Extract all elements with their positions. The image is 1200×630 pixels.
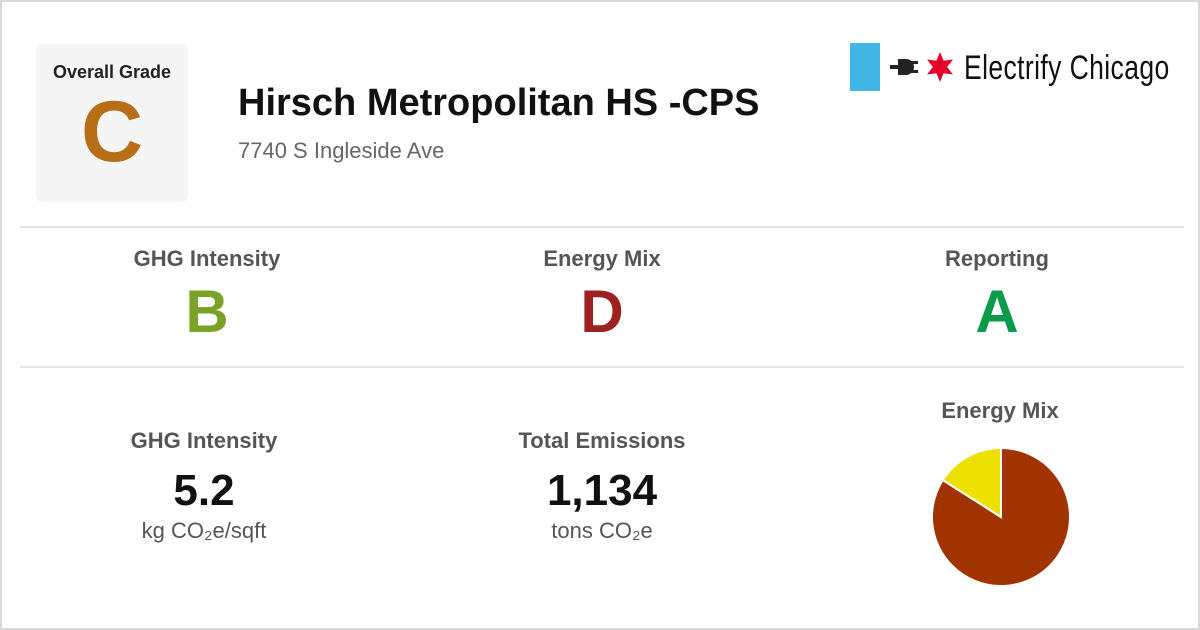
- metric-ghg-intensity: GHG Intensity 5.2 kg CO₂e/sqft: [54, 428, 354, 544]
- overall-grade-letter: C: [80, 84, 144, 180]
- energy-mix-pie-chart: [931, 446, 1071, 587]
- metric-label: GHG Intensity: [130, 428, 278, 453]
- metric-value: 1,134: [546, 466, 658, 515]
- building-name: Hirsch Metropolitan HS -CPS: [238, 82, 760, 124]
- metric-unit: kg CO₂e/sqft: [141, 518, 267, 543]
- metric-unit: tons CO₂e: [551, 518, 653, 543]
- grade-letter: D: [580, 278, 624, 345]
- brand-name: Electrify Chicago: [964, 49, 1170, 87]
- grade-letter: A: [975, 278, 1019, 345]
- divider-top: [20, 226, 1184, 228]
- pie-slice-1: [941, 446, 1002, 519]
- overall-grade-label: Overall Grade: [52, 62, 172, 82]
- chart-title: Energy Mix: [941, 398, 1059, 423]
- building-address: 7740 S Ingleside Ave: [238, 138, 445, 163]
- plug-icon: [890, 59, 918, 75]
- star-icon: [927, 52, 953, 82]
- overall-grade-box: Overall Grade C: [36, 44, 188, 202]
- grade-energy-mix: Energy Mix D: [452, 246, 752, 342]
- metric-value: 5.2: [173, 466, 235, 515]
- grade-label: Energy Mix: [543, 246, 661, 271]
- logo-blue-bar: [850, 43, 880, 91]
- grade-ghg-intensity: GHG Intensity B: [57, 246, 357, 342]
- metric-total-emissions: Total Emissions 1,134 tons CO₂e: [452, 428, 752, 544]
- electrify-chicago-logo[interactable]: Electrify Chicago: [850, 43, 1180, 91]
- metric-label: Total Emissions: [518, 428, 686, 453]
- grade-label: GHG Intensity: [133, 246, 281, 271]
- grade-letter: B: [185, 278, 229, 345]
- grade-reporting: Reporting A: [847, 246, 1147, 342]
- energy-mix-chart-header: Energy Mix: [850, 398, 1150, 424]
- grade-label: Reporting: [945, 246, 1049, 271]
- divider-middle: [20, 366, 1184, 368]
